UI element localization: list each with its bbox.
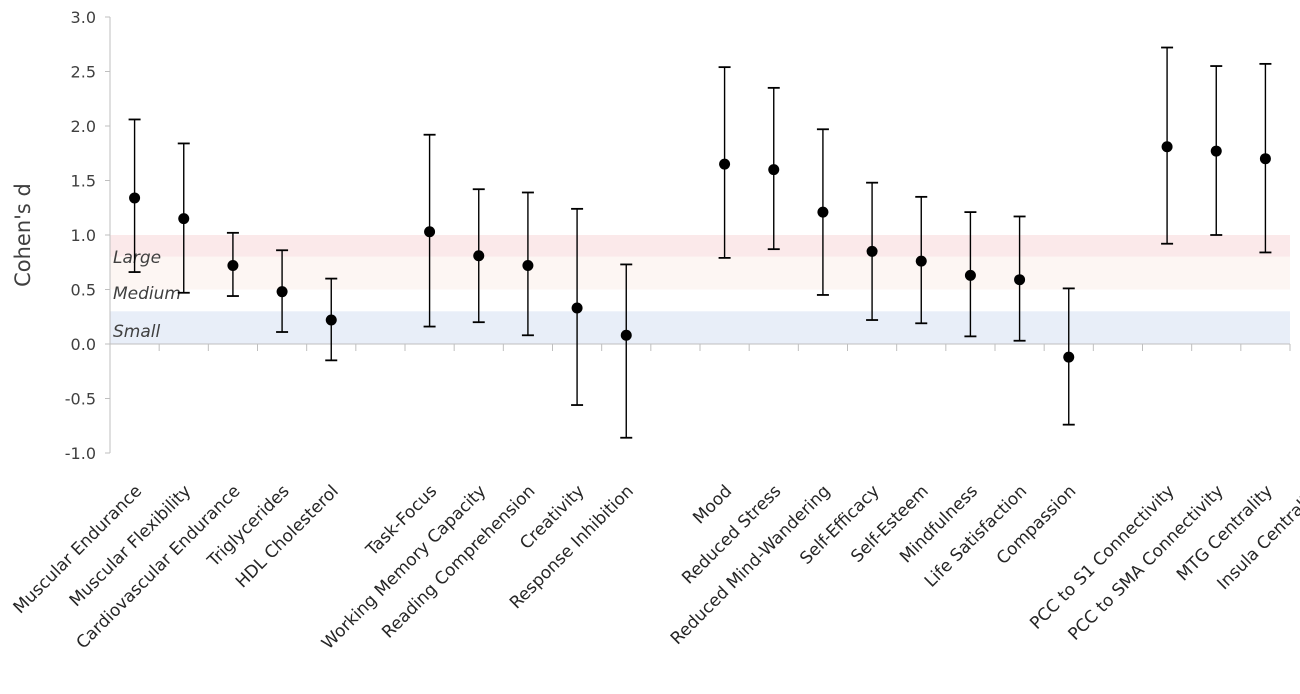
y-tick-label: 0.0 [71, 335, 96, 354]
data-point [571, 302, 583, 314]
y-tick-label: -1.0 [65, 444, 96, 463]
band-labels: Large Medium Small [113, 248, 181, 342]
data-point [227, 260, 239, 272]
y-tick-label: 2.5 [71, 63, 96, 82]
data-point [522, 260, 534, 272]
y-tick-labels: 3.0 2.5 2.0 1.5 1.0 0.5 0.0 -0.5 -1.0 [65, 8, 96, 463]
data-point [915, 255, 927, 267]
data-point [768, 164, 780, 176]
data-point [424, 226, 436, 238]
y-tick-label: -0.5 [65, 390, 96, 409]
data-point [1161, 141, 1173, 153]
band-medium [110, 256, 1290, 290]
y-tick-label: 0.5 [71, 281, 96, 300]
data-point [866, 245, 878, 257]
y-axis-title: Cohen's d [11, 183, 35, 287]
band-small [110, 311, 1290, 344]
data-point [178, 213, 190, 225]
category-label: Mood [689, 481, 736, 528]
data-point [473, 250, 485, 262]
data-point [620, 329, 632, 341]
data-point [964, 269, 976, 281]
band-label-small: Small [113, 322, 160, 342]
band-label-medium: Medium [113, 284, 181, 304]
data-point [1210, 145, 1222, 157]
data-point [1063, 351, 1075, 363]
y-tick-label: 1.5 [71, 172, 96, 191]
data-point [1014, 274, 1026, 286]
data-points [129, 141, 1271, 363]
y-tick-label: 2.0 [71, 117, 96, 136]
effect-size-bands [110, 235, 1290, 344]
error-bar [620, 263, 633, 439]
band-label-large: Large [113, 248, 161, 268]
y-tick-label: 1.0 [71, 226, 96, 245]
data-point [817, 206, 829, 218]
y-tick-label: 3.0 [71, 8, 96, 27]
data-point [719, 158, 731, 170]
data-point [1259, 153, 1271, 165]
data-point [276, 286, 288, 298]
chart-axes [105, 16, 1291, 454]
band-large [110, 235, 1290, 257]
data-point [129, 192, 141, 204]
data-point [325, 314, 337, 326]
